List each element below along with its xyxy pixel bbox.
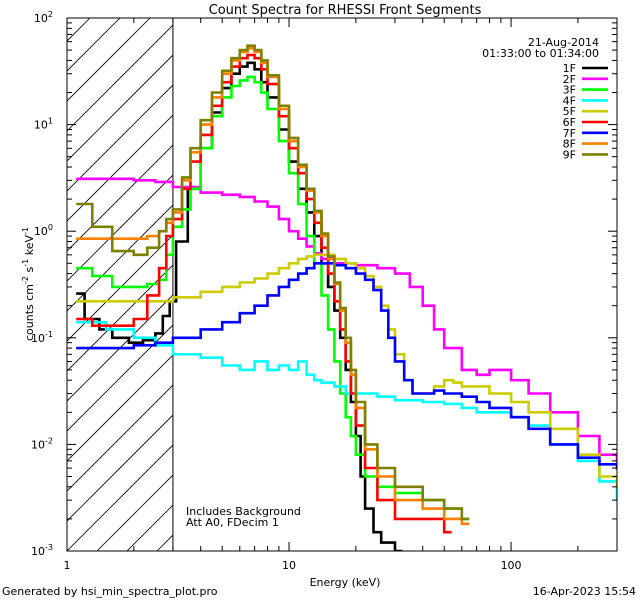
annotation-background: Includes Background [186,505,301,518]
chart-title: Count Spectra for RHESSI Front Segments [209,3,482,18]
y-tick-label: 100 [34,223,53,238]
y-axis-label: counts cm-2 s-1 keV-1 [21,227,36,341]
timestamp-label: 16-Apr-2023 15:54 [533,585,636,598]
x-tick-label: 100 [501,559,522,572]
series-7F [76,262,617,470]
plot-frame [66,17,618,552]
legend-label-4F: 4F [563,94,576,107]
legend-label-1F: 1F [563,62,576,75]
time-range-label: 01:33:00 to 01:34:00 [482,47,599,60]
annotation-attenuator: Att A0, FDecim 1 [186,516,279,529]
y-tick-label: 10-3 [31,543,53,558]
legend-label-6F: 6F [563,116,576,129]
hatched-region [67,18,174,551]
legend-label-3F: 3F [563,84,576,97]
date-label: 21-Aug-2014 [528,36,599,49]
series-9F [76,44,470,521]
x-tick-label: 10 [282,559,296,572]
y-tick-label: 10-2 [31,436,53,451]
generated-by-label: Generated by hsi_min_spectra_plot.pro [2,585,218,598]
x-axis-label: Energy (keV) [310,576,381,589]
y-tick-label: 102 [34,10,53,25]
y-tick-label: 101 [34,117,53,132]
legend-label-2F: 2F [563,73,576,86]
x-tick-label: 1 [64,559,71,572]
legend-label-7F: 7F [563,127,576,140]
legend-label-9F: 9F [563,148,576,161]
legend-label-5F: 5F [563,105,576,118]
y-tick-label: 10-1 [31,330,53,345]
legend-label-8F: 8F [563,138,576,151]
